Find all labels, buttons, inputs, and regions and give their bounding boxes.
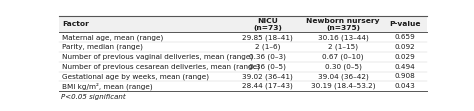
Text: Maternal age, mean (range): Maternal age, mean (range) — [62, 34, 164, 41]
Text: 28.44 (17–43): 28.44 (17–43) — [242, 83, 293, 89]
Bar — [59, 81, 427, 91]
Text: Number of previous cesarean deliveries, mean (range): Number of previous cesarean deliveries, … — [62, 63, 260, 70]
Text: 39.04 (36–42): 39.04 (36–42) — [318, 73, 368, 80]
Bar — [59, 42, 427, 52]
Bar — [59, 62, 427, 72]
Text: 0.659: 0.659 — [394, 34, 415, 40]
Text: 0.36 (0–5): 0.36 (0–5) — [249, 63, 286, 70]
Text: Gestational age by weeks, mean (range): Gestational age by weeks, mean (range) — [62, 73, 209, 80]
Text: 29.85 (18–41): 29.85 (18–41) — [242, 34, 293, 41]
Text: BMI kg/m², mean (range): BMI kg/m², mean (range) — [62, 82, 153, 90]
Text: Number of previous vaginal deliveries, mean (range): Number of previous vaginal deliveries, m… — [62, 54, 253, 60]
Text: P-value: P-value — [389, 21, 420, 27]
Text: 0.30 (0–5): 0.30 (0–5) — [325, 63, 362, 70]
Text: 30.19 (18.4–53.2): 30.19 (18.4–53.2) — [311, 83, 375, 89]
Text: 2 (1–6): 2 (1–6) — [255, 44, 281, 50]
Text: Parity, median (range): Parity, median (range) — [62, 44, 143, 50]
Text: 0.67 (0–10): 0.67 (0–10) — [322, 54, 364, 60]
Text: P<0.05 significant: P<0.05 significant — [61, 94, 126, 100]
Text: 0.36 (0–3): 0.36 (0–3) — [249, 54, 286, 60]
Text: Factor: Factor — [62, 21, 89, 27]
Text: 2 (1–15): 2 (1–15) — [328, 44, 358, 50]
Text: 0.494: 0.494 — [394, 64, 415, 70]
Bar — [59, 72, 427, 81]
Text: 0.092: 0.092 — [394, 44, 415, 50]
Text: 39.02 (36–41): 39.02 (36–41) — [242, 73, 293, 80]
Text: 30.16 (13–44): 30.16 (13–44) — [318, 34, 368, 41]
Text: 0.043: 0.043 — [394, 83, 415, 89]
Bar — [59, 32, 427, 42]
Text: Newborn nursery
(n=375): Newborn nursery (n=375) — [306, 18, 380, 31]
Bar — [59, 52, 427, 62]
Text: 0.908: 0.908 — [394, 73, 415, 79]
Text: NICU
(n=73): NICU (n=73) — [253, 18, 282, 31]
Bar — [59, 16, 427, 32]
Text: 0.029: 0.029 — [394, 54, 415, 60]
